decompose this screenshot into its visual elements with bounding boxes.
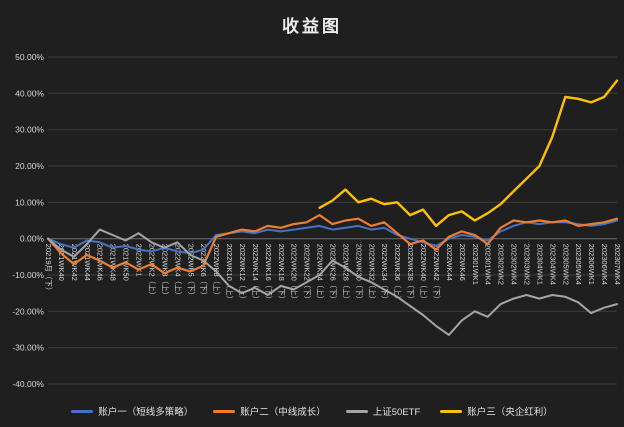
legend-swatch-0 xyxy=(71,409,94,413)
x-tick-label: 2022WK4（上） xyxy=(173,244,182,299)
y-tick-label: 20.00% xyxy=(15,161,44,171)
x-tick-label: 2021WK42 xyxy=(70,244,79,281)
x-tick-label: 202306WK4 xyxy=(600,244,609,285)
x-tick-label: 202305WK2 xyxy=(561,244,570,285)
x-tick-label: 2021WK48 xyxy=(109,244,118,281)
series-line-3 xyxy=(318,79,619,228)
y-tick-label: -40.00% xyxy=(12,379,44,389)
x-tick-label: 2022WK46 xyxy=(458,244,467,281)
legend-item-1: 账户二（中线成长） xyxy=(213,404,326,418)
x-tick-label: 2022WK42（下） xyxy=(432,244,441,304)
x-tick-label: 2022WK20（上） xyxy=(290,244,299,304)
legend-item-0: 账户一（短线多策略） xyxy=(71,404,193,418)
x-tick-label: 2022WK38（下） xyxy=(406,244,415,304)
x-tick-label: 202307WK4 xyxy=(613,244,622,285)
x-tick-label: 202303WK2 xyxy=(523,244,532,285)
x-tick-label: 202301WK4 xyxy=(484,244,493,285)
x-tick-label: 2022WK12（上） xyxy=(238,244,247,304)
legend-swatch-1 xyxy=(213,409,236,413)
chart-title: 收益图 xyxy=(282,17,342,36)
legend-label-0: 账户一（短线多策略） xyxy=(98,407,194,418)
x-tick-label: 2022WK30（下） xyxy=(354,244,363,304)
series-line-1 xyxy=(46,214,619,275)
legend-swatch-3 xyxy=(440,409,463,413)
legend-swatch-2 xyxy=(345,409,368,413)
x-tick-label: 202301WK1 xyxy=(471,244,480,285)
x-tick-label: 2021WK44 xyxy=(83,244,92,281)
x-tick-label: 2022WK34（下） xyxy=(380,244,389,304)
x-tick-label: 2022WK18（下） xyxy=(277,244,286,304)
x-tick-label: 202304WK1 xyxy=(535,244,544,285)
x-tick-label: 2022WK32（上） xyxy=(367,244,376,304)
x-tick-label: 202302WK2 xyxy=(497,244,506,285)
y-tick-label: 10.00% xyxy=(15,197,44,207)
x-tick-label: 2022WK10（上） xyxy=(225,244,234,304)
x-tick-label: 2022WK40（上） xyxy=(419,244,428,304)
y-tick-label: -10.00% xyxy=(12,270,44,280)
x-tick-label: 202306WK1 xyxy=(587,244,596,285)
x-tick-label: 2022WK36（上） xyxy=(393,244,402,304)
legend-label-2: 上证50ETF xyxy=(372,407,421,418)
legend-label-1: 账户二（中线成长） xyxy=(240,407,326,418)
x-tick-label: 2022WK14（上） xyxy=(251,244,260,304)
x-tick-label: 202305WK4 xyxy=(574,244,583,285)
x-tick-label: 2022WK3（上） xyxy=(160,244,169,299)
y-tick-label: 40.00% xyxy=(15,88,44,98)
y-tick-label: 50.00% xyxy=(15,52,44,62)
series-line-2 xyxy=(47,228,618,336)
y-tick-label: 30.00% xyxy=(15,125,44,135)
x-tick-label: 2021WK40 xyxy=(57,244,66,281)
x-tick-label: 2022WK16（下） xyxy=(264,244,273,304)
x-tick-label: 202304WK4 xyxy=(548,244,557,285)
x-tick-label: 2022WK1 xyxy=(135,244,144,277)
x-tick-label: 2022WK22（下） xyxy=(303,244,312,304)
y-tick-label: 0.00% xyxy=(20,234,45,244)
x-tick-label: 2022WK26（下） xyxy=(329,244,338,304)
x-tick-label: 2022WK44 xyxy=(445,244,454,281)
x-tick-label: 2022WK2（上） xyxy=(148,244,157,299)
x-tick-label: 2022WK6（下） xyxy=(199,244,208,299)
legend-item-3: 账户三（央企红利） xyxy=(440,404,553,418)
legend: 账户一（短线多策略） 账户二（中线成长） 上证50ETF 账户三（央企红利） xyxy=(0,404,624,418)
x-tick-label: 2022WK28（上） xyxy=(341,244,350,304)
x-tick-label: 20219月（下） xyxy=(44,244,53,295)
x-tick-label: 2021WK46 xyxy=(96,244,105,281)
y-tick-label: -20.00% xyxy=(12,306,44,316)
series-line-0 xyxy=(47,219,618,255)
legend-item-2: 上证50ETF xyxy=(345,404,421,418)
y-tick-label: -30.00% xyxy=(12,343,44,353)
legend-label-3: 账户三（央企红利） xyxy=(467,407,553,418)
x-tick-label: 202302WK4 xyxy=(510,244,519,285)
